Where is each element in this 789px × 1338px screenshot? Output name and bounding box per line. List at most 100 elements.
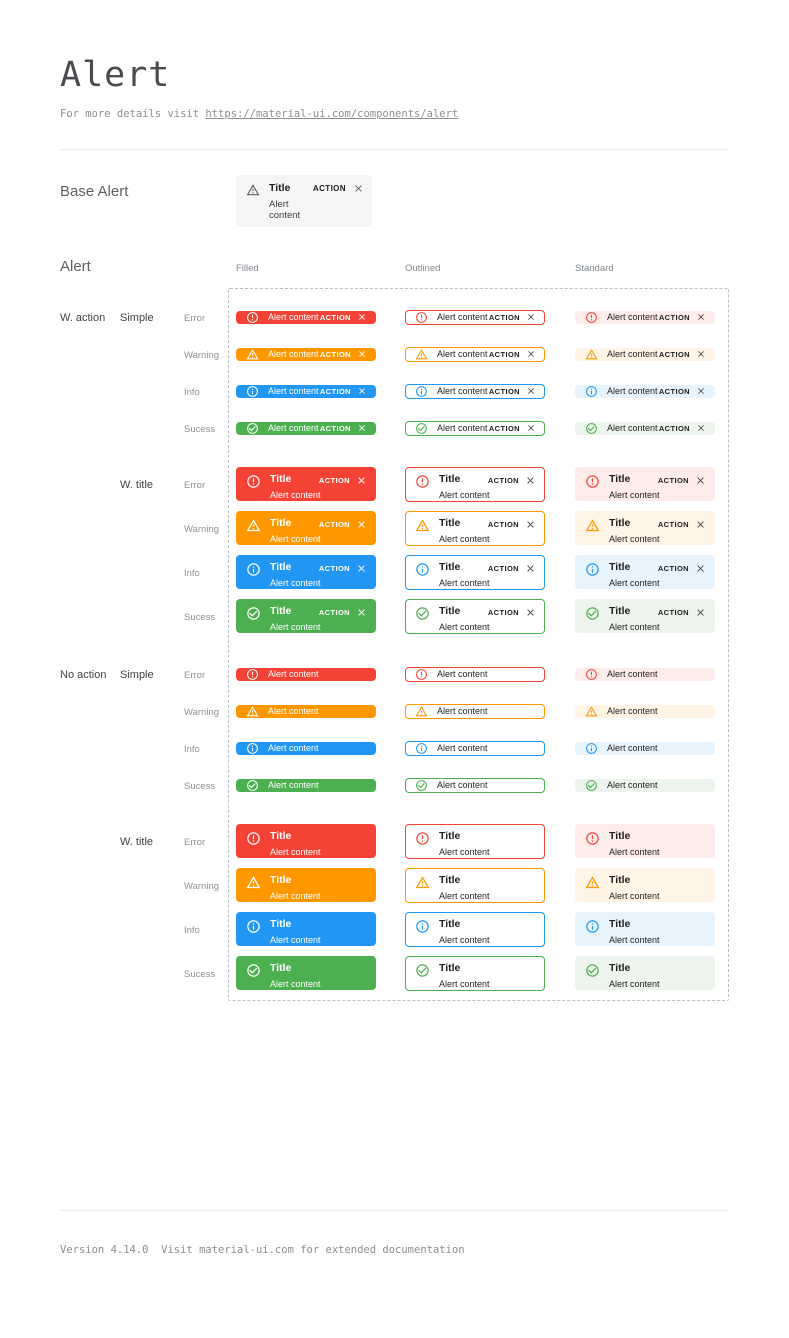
alert-actions: ACTION: [319, 475, 367, 486]
alert-action-button[interactable]: ACTION: [318, 564, 350, 573]
alert-action-button[interactable]: ACTION: [657, 564, 689, 573]
close-icon[interactable]: [525, 607, 536, 618]
info-icon: [246, 385, 259, 398]
alert-actions: ACTION: [659, 423, 706, 433]
alert-outlined-error-titled: Title Alert content ACTION: [405, 466, 545, 502]
close-icon[interactable]: [695, 475, 706, 486]
alert-action-button[interactable]: ACTION: [487, 607, 519, 617]
alert-filled-error-titled: Title Alert content: [236, 824, 376, 858]
alert-action-button[interactable]: ACTION: [318, 476, 350, 485]
close-icon[interactable]: [526, 312, 536, 322]
info-icon: [415, 742, 428, 755]
alert-actions: ACTION: [489, 423, 536, 433]
alert-cell-standard: Title Alert content: [575, 824, 715, 858]
alert-action-button[interactable]: ACTION: [318, 608, 350, 617]
alert-title: Title: [439, 604, 461, 617]
warning-icon: [585, 348, 598, 361]
close-icon[interactable]: [525, 519, 536, 530]
alert-action-button[interactable]: ACTION: [657, 520, 689, 529]
alert-action-button[interactable]: ACTION: [488, 423, 520, 433]
close-icon[interactable]: [357, 349, 367, 359]
close-icon[interactable]: [695, 519, 706, 530]
alert-cell-standard: Alert content ACTION: [575, 421, 715, 435]
alert-action-button[interactable]: ACTION: [487, 563, 519, 573]
alert-text: Alert content: [437, 706, 488, 717]
alert-filled-success-titled: Title Alert content: [236, 956, 376, 990]
close-icon[interactable]: [695, 607, 706, 618]
close-icon[interactable]: [696, 349, 706, 359]
alert-action-button[interactable]: ACTION: [319, 386, 351, 396]
alert-title: Title: [270, 605, 292, 617]
alert-action-button[interactable]: ACTION: [658, 386, 690, 396]
alert-action-button[interactable]: ACTION: [319, 312, 351, 322]
alert-action-button[interactable]: ACTION: [318, 520, 350, 529]
row-type-label: Info: [184, 563, 236, 581]
close-icon[interactable]: [356, 563, 367, 574]
alert-content: Alert content: [268, 742, 319, 753]
alert-text: Title Alert content: [609, 473, 660, 501]
row-type-label: Sucess: [184, 964, 236, 982]
alert-action-button[interactable]: ACTION: [488, 349, 520, 359]
row-type-label-text: Sucess: [184, 612, 216, 623]
alert-title: Title: [609, 473, 631, 485]
alert-cell-outlined: Title Alert content: [405, 911, 545, 947]
close-icon[interactable]: [695, 563, 706, 574]
alert-cell-standard: Title Alert content: [575, 912, 715, 946]
close-icon[interactable]: [525, 563, 536, 574]
alert-action-button[interactable]: ACTION: [658, 312, 690, 322]
row-subgroup-label: W. title: [120, 832, 184, 850]
row-type-label: Error: [184, 475, 236, 493]
close-icon[interactable]: [353, 183, 364, 194]
info-icon: [585, 919, 600, 934]
error-icon: [585, 831, 600, 846]
alert-action-button[interactable]: ACTION: [319, 349, 351, 359]
alert-action-button[interactable]: ACTION: [658, 349, 690, 359]
column-header-outlined: Outlined: [405, 263, 441, 274]
close-icon[interactable]: [357, 386, 367, 396]
close-icon[interactable]: [526, 423, 536, 433]
alert-action-button[interactable]: ACTION: [319, 423, 351, 433]
row-type-label-text: Info: [184, 925, 200, 936]
close-icon[interactable]: [525, 475, 536, 486]
alert-cell-outlined: Title Alert content: [405, 955, 545, 991]
base-alert-text: Title Alert content: [269, 182, 313, 221]
alert-action-button[interactable]: ACTION: [488, 386, 520, 396]
alert-action-button[interactable]: ACTION: [658, 423, 690, 433]
alert-cell-outlined: Title Alert content ACTION: [405, 598, 545, 634]
close-icon[interactable]: [357, 312, 367, 322]
close-icon[interactable]: [696, 386, 706, 396]
close-icon[interactable]: [696, 423, 706, 433]
close-icon[interactable]: [526, 349, 536, 359]
alert-action-button[interactable]: ACTION: [312, 184, 346, 193]
row-type-label-text: Sucess: [184, 969, 216, 980]
alert-title: Title: [270, 830, 292, 842]
warning-icon: [246, 348, 259, 361]
alert-content: Alert content: [607, 348, 658, 359]
alert-action-button[interactable]: ACTION: [487, 519, 519, 529]
alert-action-button[interactable]: ACTION: [487, 475, 519, 485]
close-icon[interactable]: [356, 475, 367, 486]
close-icon[interactable]: [526, 386, 536, 396]
alert-action-button[interactable]: ACTION: [488, 312, 520, 322]
error-icon: [585, 474, 600, 489]
docs-link[interactable]: https://material-ui.com/components/alert: [205, 108, 459, 120]
row-type-label: Warning: [184, 519, 236, 537]
alert-text: Title Alert content: [609, 918, 660, 946]
alert-text: Alert content: [437, 669, 488, 680]
close-icon[interactable]: [357, 423, 367, 433]
alert-text: Alert content: [268, 780, 319, 791]
success-icon: [246, 779, 259, 792]
alert-action-button[interactable]: ACTION: [657, 608, 689, 617]
close-icon[interactable]: [356, 607, 367, 618]
alert-content: Alert content: [270, 578, 321, 588]
alert-standard-error: Alert content ACTION: [575, 310, 715, 324]
close-icon[interactable]: [356, 519, 367, 530]
alert-cell-outlined: Alert content ACTION: [405, 420, 545, 436]
close-icon[interactable]: [696, 312, 706, 322]
error-icon: [246, 474, 261, 489]
alert-text: Title Alert content: [609, 962, 660, 990]
info-icon: [415, 919, 430, 934]
alert-text: Alert content: [437, 312, 488, 323]
error-icon: [415, 668, 428, 681]
alert-action-button[interactable]: ACTION: [657, 476, 689, 485]
